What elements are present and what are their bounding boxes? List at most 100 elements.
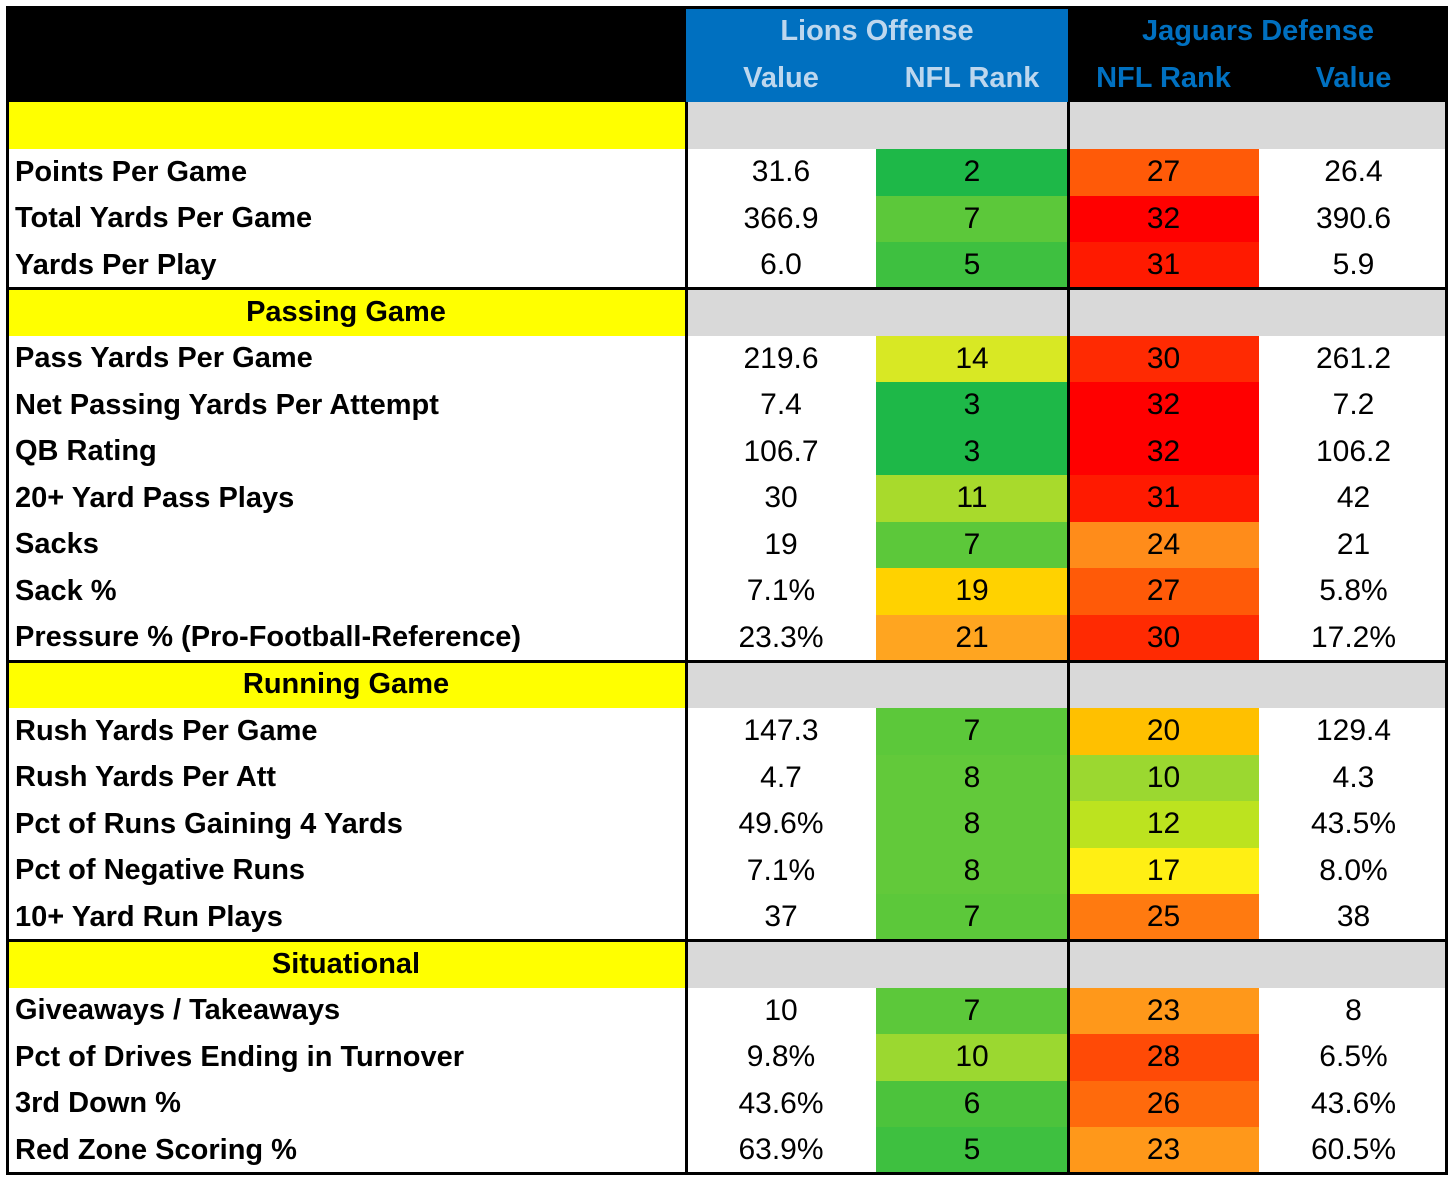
offense-rank: 5 [876, 1127, 1068, 1174]
defense-value: 390.6 [1315, 201, 1392, 235]
defense-value: 42 [1336, 481, 1371, 515]
offense-value: 63.9% [738, 1133, 824, 1167]
offense-col-value: Value [743, 61, 819, 94]
stat-label: Rush Yards Per Att [15, 761, 277, 794]
offense-value: 23.3% [738, 620, 824, 654]
offense-rank: 8 [876, 754, 1068, 801]
defense-value: 21 [1336, 527, 1371, 561]
stat-label: Points Per Game [15, 155, 248, 188]
offense-rank: 7 [876, 987, 1068, 1034]
stat-label: Pct of Drives Ending in Turnover [15, 1040, 465, 1073]
offense-rank: 5 [876, 242, 1068, 289]
defense-rank: 24 [1068, 521, 1259, 568]
defense-col-value: Value [1315, 61, 1392, 94]
offense-rank: 10 [876, 1034, 1068, 1081]
offense-value: 7.4 [760, 388, 802, 422]
defense-rank: 32 [1068, 428, 1259, 475]
stat-label: Pct of Negative Runs [15, 854, 306, 887]
stat-label: Sacks [15, 528, 99, 561]
defense-team-title: Jaguars Defense [1141, 14, 1375, 47]
offense-value: 9.8% [746, 1040, 816, 1074]
offense-value: 6.0 [760, 248, 802, 282]
defense-value: 8 [1345, 993, 1362, 1027]
stat-label: Pressure % (Pro-Football-Reference) [15, 621, 522, 654]
stat-label: Pct of Runs Gaining 4 Yards [15, 807, 403, 840]
offense-rank: 11 [876, 475, 1068, 522]
defense-rank: 10 [1068, 754, 1259, 801]
defense-rank: 30 [1068, 614, 1259, 661]
offense-value: 19 [764, 527, 798, 561]
defense-value: 26.4 [1324, 155, 1383, 189]
header-corner [6, 6, 686, 102]
stat-label: Total Yards Per Game [15, 202, 313, 235]
stat-label: Rush Yards Per Game [15, 714, 318, 747]
offense-value: 4.7 [760, 760, 802, 794]
defense-value: 43.6% [1310, 1086, 1397, 1120]
defense-rank: 23 [1068, 987, 1259, 1034]
offense-header [686, 6, 1068, 102]
defense-rank: 30 [1068, 335, 1259, 382]
defense-rank: 27 [1068, 149, 1259, 196]
defense-rank: 12 [1068, 801, 1259, 848]
section-title: Passing Game [6, 288, 686, 336]
offense-rank: 6 [876, 1080, 1068, 1127]
offense-value: 106.7 [743, 434, 819, 468]
stat-label: Yards Per Play [15, 248, 217, 281]
section-divider [6, 939, 1448, 942]
defense-col-rank: NFL Rank [1096, 61, 1231, 94]
offense-value: 7.1% [746, 574, 816, 608]
offense-value: 219.6 [743, 341, 819, 375]
offense-team-title: Lions Offense [780, 14, 974, 47]
defense-value: 8.0% [1319, 853, 1388, 887]
offense-rank: 3 [876, 428, 1068, 475]
offense-rank: 7 [876, 195, 1068, 242]
defense-value: 60.5% [1310, 1133, 1397, 1167]
offense-rank: 7 [876, 894, 1068, 941]
offense-value: 10 [764, 993, 798, 1027]
defense-value: 4.3 [1332, 760, 1375, 794]
defense-rank: 26 [1068, 1080, 1259, 1127]
defense-value: 17.2% [1310, 620, 1397, 654]
section-title [6, 102, 686, 149]
stat-label: Red Zone Scoring % [15, 1133, 297, 1166]
defense-rank: 27 [1068, 568, 1259, 615]
defense-rank: 32 [1068, 382, 1259, 429]
offense-value: 49.6% [738, 807, 824, 841]
column-divider [1066, 102, 1070, 1174]
stat-label: Pass Yards Per Game [15, 342, 313, 375]
offense-rank: 8 [876, 801, 1068, 848]
offense-rank: 7 [876, 521, 1068, 568]
defense-value: 261.2 [1315, 341, 1392, 375]
defense-value: 7.2 [1332, 388, 1375, 422]
defense-rank: 23 [1068, 1127, 1259, 1174]
stat-label: 3rd Down % [15, 1087, 181, 1120]
offense-value: 37 [764, 900, 798, 934]
defense-value: 38 [1336, 900, 1371, 934]
defense-rank: 28 [1068, 1034, 1259, 1081]
offense-value: 30 [764, 481, 798, 515]
offense-value: 43.6% [738, 1086, 824, 1120]
defense-header [1068, 6, 1448, 102]
offense-rank: 7 [876, 708, 1068, 755]
defense-rank: 32 [1068, 195, 1259, 242]
offense-value: 147.3 [743, 714, 819, 748]
defense-value: 5.8% [1319, 574, 1388, 608]
section-title: Running Game [6, 661, 686, 708]
stat-label: 20+ Yard Pass Plays [15, 481, 295, 514]
defense-rank: 31 [1068, 242, 1259, 289]
offense-value: 366.9 [743, 201, 819, 235]
stat-label: QB Rating [15, 435, 157, 468]
offense-rank: 3 [876, 382, 1068, 429]
defense-value: 106.2 [1315, 434, 1392, 468]
defense-rank: 20 [1068, 708, 1259, 755]
offense-rank: 2 [876, 149, 1068, 196]
defense-rank: 25 [1068, 894, 1259, 941]
offense-value: 31.6 [751, 155, 811, 189]
offense-rank: 8 [876, 847, 1068, 894]
stat-label: 10+ Yard Run Plays [15, 900, 283, 933]
section-divider [6, 287, 1448, 290]
stat-label: Net Passing Yards Per Attempt [15, 388, 439, 421]
section-title: Situational [6, 940, 686, 988]
offense-value: 7.1% [746, 853, 816, 887]
